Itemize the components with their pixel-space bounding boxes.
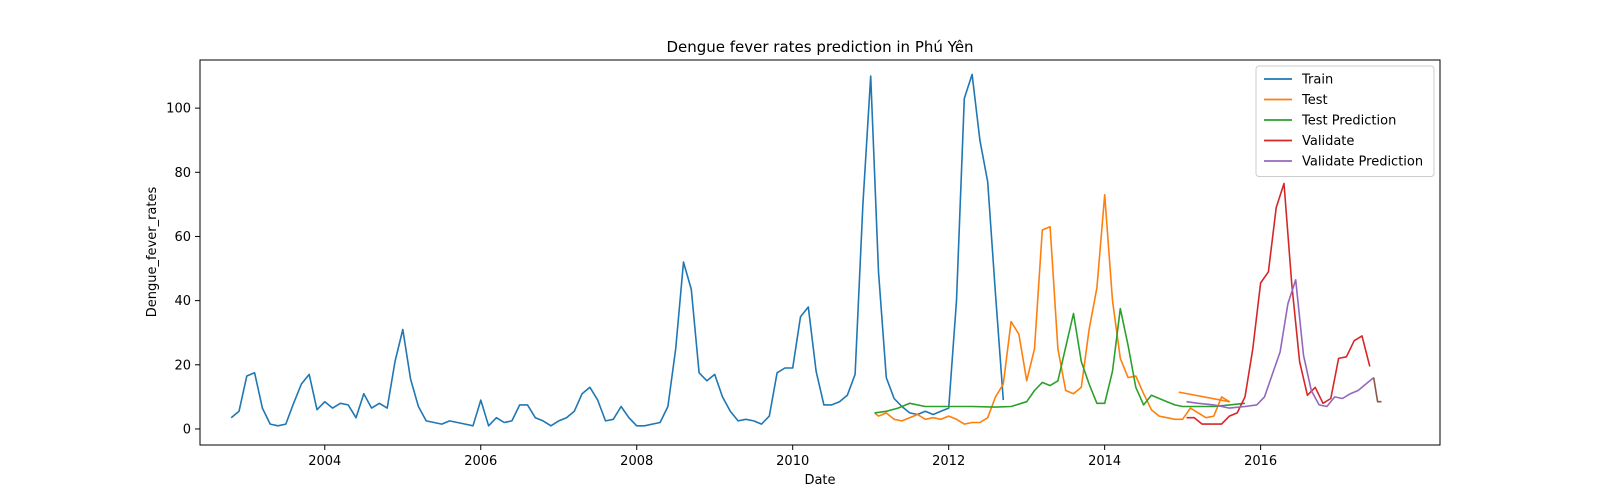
chart-title: Dengue fever rates prediction in Phú Yên	[666, 38, 973, 56]
legend: Train Test Test Prediction Validate Validate…	[1255, 65, 1435, 177]
y-tick-label: 60	[174, 230, 191, 245]
y-tick-label: 100	[166, 102, 191, 117]
legend-label-test: Test	[1301, 93, 1328, 108]
x-tick-label: 2006	[464, 454, 497, 469]
y-axis-label: Dengue_fever_rates	[145, 187, 160, 318]
plot-area	[200, 60, 1440, 445]
y-tick-label: 0	[183, 422, 191, 437]
x-tick-label: 2014	[1088, 454, 1121, 469]
test-line	[874, 194, 1231, 425]
x-tick-label: 2012	[932, 454, 965, 469]
series-lines	[230, 73, 1382, 427]
test-prediction-line	[874, 307, 1246, 414]
x-tick-label: 2008	[620, 454, 653, 469]
series-5-line	[1372, 377, 1382, 403]
legend-label-test-prediction: Test Prediction	[1301, 114, 1396, 129]
x-tick-label: 2016	[1244, 454, 1277, 469]
plot-frame	[199, 59, 1441, 446]
y-tick-label: 40	[174, 294, 191, 309]
x-axis-label: Date	[804, 473, 835, 488]
y-tick-label: 80	[174, 166, 191, 181]
x-tick-label: 2004	[308, 454, 341, 469]
x-tick-label: 2010	[776, 454, 809, 469]
legend-label-validate-prediction: Validate Prediction	[1302, 155, 1423, 170]
legend-label-validate: Validate	[1302, 134, 1354, 149]
legend-box	[1255, 65, 1435, 177]
axis-ticks: 2004 2006 2008 2010 2012 2014 2016 0 20 40 60 80 100	[166, 102, 1277, 469]
train-line	[230, 73, 1005, 427]
legend-label-train: Train	[1301, 73, 1333, 88]
validate-prediction-line	[1186, 279, 1375, 409]
validate-line	[1186, 182, 1371, 425]
y-tick-label: 20	[174, 358, 191, 373]
